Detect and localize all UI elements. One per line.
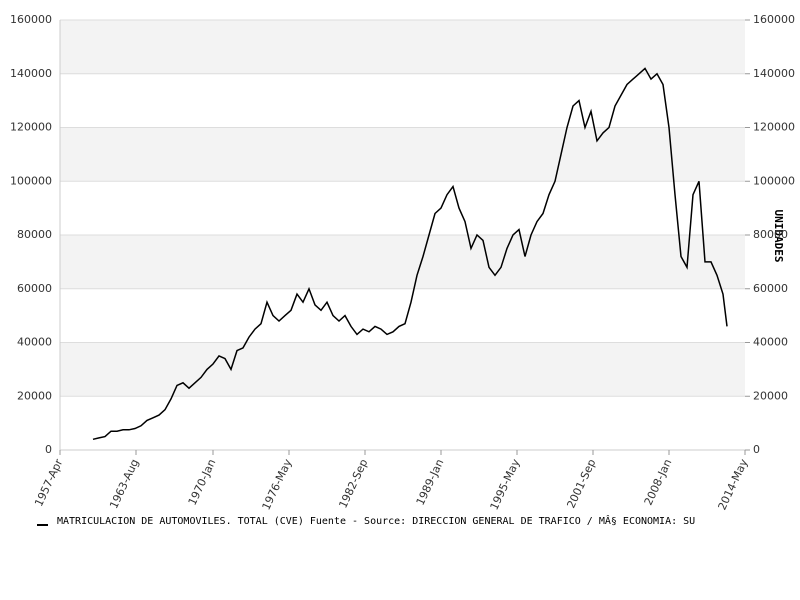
x-tick-label: 2008-Jan — [642, 457, 675, 507]
y2-tick-label: 140000 — [753, 67, 795, 80]
x-tick-label: 1989-Jan — [414, 457, 447, 507]
y-tick-label: 120000 — [10, 121, 52, 134]
grid-band — [60, 235, 745, 289]
y-tick-label: 160000 — [10, 13, 52, 26]
legend-label: MATRICULACION DE AUTOMOVILES. TOTAL (CVE… — [57, 514, 695, 527]
y2-tick-label: 160000 — [753, 13, 795, 26]
x-tick-label: 1963-Aug — [107, 457, 141, 511]
grid-band — [60, 20, 745, 74]
x-tick-label: 2014-May — [716, 457, 751, 513]
y-tick-label: 140000 — [10, 67, 52, 80]
y-tick-label: 100000 — [10, 174, 52, 187]
y-tick-label: 20000 — [17, 389, 52, 402]
y-tick-label: 80000 — [17, 228, 52, 241]
y2-axis-label: UNIDADES — [772, 210, 785, 263]
series-line — [92, 67, 728, 441]
x-tick-label: 1957-Apr — [32, 457, 65, 509]
x-tick-label: 1976-May — [260, 457, 295, 513]
grid-band — [60, 127, 745, 182]
y-tick-label: 0 — [45, 443, 52, 456]
x-tick-label: 1982-Sep — [336, 457, 370, 510]
y2-tick-label: 20000 — [753, 389, 788, 402]
y2-tick-label: 0 — [753, 443, 760, 456]
grid-band — [60, 342, 745, 397]
x-tick-label: 2001-Sep — [564, 457, 598, 510]
y2-tick-label: 120000 — [753, 121, 795, 134]
y2-tick-label: 40000 — [753, 336, 788, 349]
y2-tick-label: 100000 — [753, 174, 795, 187]
y-tick-label: 60000 — [17, 282, 52, 295]
y-tick-label: 40000 — [17, 336, 52, 349]
x-tick-label: 1970-Jan — [186, 457, 219, 507]
y2-tick-label: 80000 — [753, 228, 788, 241]
x-tick-label: 1995-May — [488, 457, 523, 513]
y2-tick-label: 60000 — [753, 282, 788, 295]
